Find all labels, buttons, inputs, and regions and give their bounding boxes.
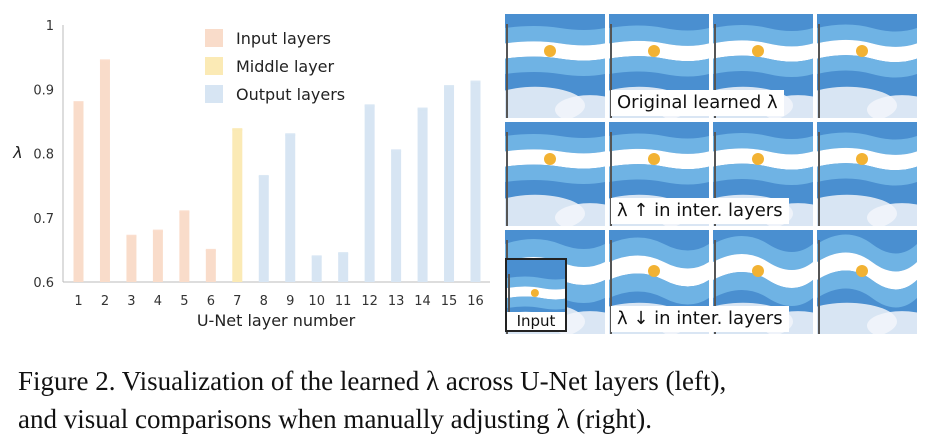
bar-cap (364, 104, 375, 107)
x-tick-label: 14 (414, 294, 431, 309)
flag-image-tile (817, 122, 917, 226)
bar-cap (391, 149, 402, 152)
y-tick-label: 0.9 (33, 83, 54, 98)
bar (73, 102, 84, 282)
bar-cap (205, 248, 216, 252)
bar-cap (126, 234, 137, 238)
x-tick-label: 2 (101, 294, 109, 309)
bar (126, 235, 137, 282)
bar-cap (73, 101, 84, 104)
x-tick-label: 11 (335, 294, 352, 309)
figure-caption: Figure 2. Visualization of the learned λ… (18, 362, 918, 438)
bar (205, 249, 216, 282)
legend-label: Input layers (236, 29, 331, 48)
x-tick-label: 8 (260, 294, 268, 309)
x-tick-label: 1 (74, 294, 82, 309)
lambda-bar-chart: 0.60.70.80.91 1 2 3 4 5 6 7 8 9 10 11 12 13 14 15 16 λ … (12, 19, 490, 330)
bar (99, 60, 110, 283)
y-tick-labels: 0.6 0.7 0.8 0.9 1 (33, 19, 54, 291)
bar-cap (99, 59, 110, 62)
y-tick-label: 0.8 (33, 148, 54, 163)
legend: Input layers Middle layer Output layers (205, 29, 345, 104)
x-tick-labels: 1 2 3 4 5 6 7 8 9 10 11 12 13 14 15 16 (74, 294, 483, 309)
bar (152, 230, 163, 282)
bar-cap (470, 80, 481, 84)
caption-line-1: Figure 2. Visualization of the learned λ… (18, 366, 727, 396)
x-tick-label: 9 (286, 294, 294, 309)
x-tick-label: 12 (361, 294, 378, 309)
caption-line-2: and visual comparisons when manually adj… (18, 404, 652, 434)
bar (258, 175, 269, 282)
legend-label: Output layers (236, 85, 345, 104)
flag-image-tile (817, 230, 917, 334)
bar-cap (417, 107, 428, 111)
x-tick-label: 5 (180, 294, 188, 309)
y-axis-label: λ (12, 143, 22, 162)
x-tick-label: 13 (388, 294, 405, 309)
row-original: Original learned λ (505, 14, 917, 118)
bar-cap (232, 128, 243, 131)
flag-image-tile (505, 14, 605, 118)
x-tick-label: 10 (308, 294, 325, 309)
bar-cap (338, 252, 349, 255)
x-tick-label: 6 (207, 294, 215, 309)
bars (73, 59, 481, 283)
legend-label: Middle layer (236, 57, 335, 76)
comparison-panels: Original learned λ λ ↑ in inter. layers … (505, 14, 917, 334)
bar-cap (152, 229, 163, 233)
bar-cap (444, 85, 455, 88)
legend-swatch (205, 85, 223, 103)
legend-swatch (205, 57, 223, 75)
y-tick-label: 1 (46, 19, 54, 34)
bar (391, 150, 402, 282)
bar (179, 211, 190, 282)
bar (285, 134, 296, 282)
bar-cap (258, 174, 269, 178)
flag-image-tile (505, 122, 605, 226)
input-label: Input (507, 312, 565, 330)
bar (417, 108, 428, 283)
y-tick-label: 0.6 (33, 276, 54, 291)
bar (470, 81, 481, 282)
x-axis-label: U-Net layer number (197, 311, 356, 330)
flag-image-tile (817, 14, 917, 118)
bar (232, 129, 243, 282)
row-label-original: Original learned λ (611, 90, 784, 116)
x-tick-label: 4 (154, 294, 162, 309)
input-image: Input (505, 258, 567, 332)
bar (338, 253, 349, 282)
x-tick-label: 3 (127, 294, 135, 309)
bar-cap (285, 133, 296, 136)
x-tick-label: 16 (467, 294, 484, 309)
row-increase: λ ↑ in inter. layers (505, 122, 917, 226)
bar (311, 256, 322, 282)
bar-cap (311, 255, 322, 258)
y-tick-label: 0.7 (33, 212, 54, 227)
x-tick-label: 15 (441, 294, 458, 309)
bar-cap (179, 210, 190, 213)
bar (364, 105, 375, 282)
bar (444, 86, 455, 282)
row-label-increase: λ ↑ in inter. layers (611, 198, 789, 224)
x-tick-label: 7 (233, 294, 241, 309)
legend-swatch (205, 29, 223, 47)
row-label-decrease: λ ↓ in inter. layers (611, 306, 789, 332)
